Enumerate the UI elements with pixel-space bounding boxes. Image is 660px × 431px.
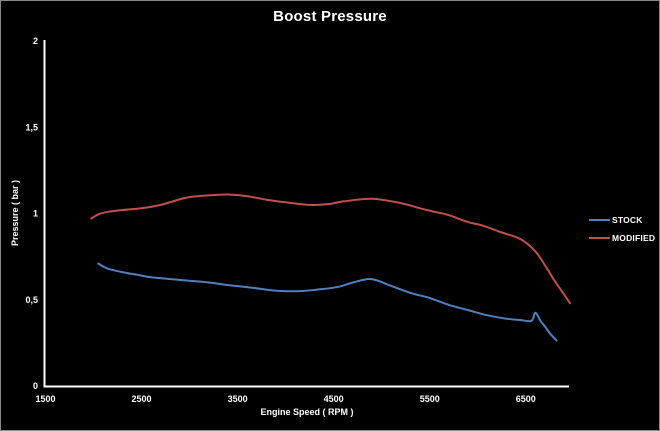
legend-label-stock: STOCK	[612, 215, 643, 225]
legend-item-modified: MODIFIED	[589, 233, 655, 243]
legend-swatch-stock	[589, 219, 610, 221]
x-tick-label: 3500	[228, 394, 248, 404]
y-tick-label: 2	[33, 36, 38, 46]
x-axis-title: Engine Speed ( RPM )	[260, 407, 354, 417]
x-tick-label: 2500	[132, 394, 152, 404]
x-tick-label: 6500	[516, 394, 536, 404]
y-tick-label: 0	[33, 381, 38, 391]
legend-swatch-modified	[589, 237, 610, 239]
x-tick-label: 4500	[324, 394, 344, 404]
y-tick-label: 0,5	[25, 295, 38, 305]
series-line-modified	[90, 193, 571, 305]
legend-label-modified: MODIFIED	[612, 233, 656, 243]
axis-lines	[43, 40, 569, 388]
y-tick-label: 1	[33, 209, 38, 219]
series-line-stock	[97, 262, 558, 342]
legend: STOCK MODIFIED	[589, 215, 655, 243]
legend-item-stock: STOCK	[589, 215, 655, 225]
y-axis-title-label: Pressure ( bar )	[10, 179, 20, 247]
x-tick-label: 1500	[35, 394, 55, 404]
x-tick-label: 5500	[420, 394, 440, 404]
chart-title: Boost Pressure	[273, 8, 387, 25]
y-tick-label: 1,5	[25, 122, 38, 132]
